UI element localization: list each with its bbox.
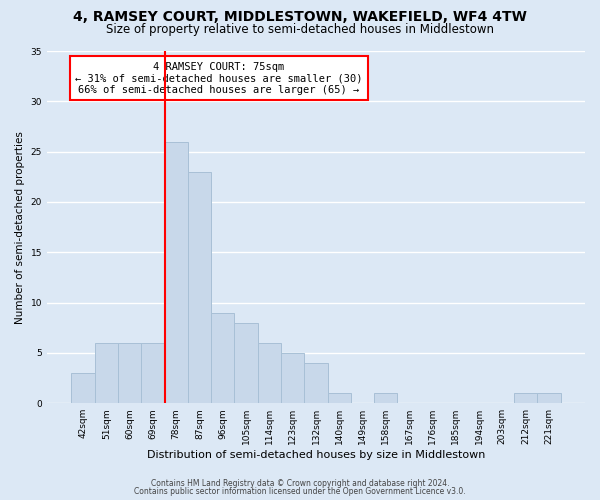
Text: Contains public sector information licensed under the Open Government Licence v3: Contains public sector information licen… (134, 487, 466, 496)
Text: Contains HM Land Registry data © Crown copyright and database right 2024.: Contains HM Land Registry data © Crown c… (151, 478, 449, 488)
Text: 4, RAMSEY COURT, MIDDLESTOWN, WAKEFIELD, WF4 4TW: 4, RAMSEY COURT, MIDDLESTOWN, WAKEFIELD,… (73, 10, 527, 24)
Bar (95, 343, 118, 403)
Bar (514, 393, 537, 403)
Bar (118, 343, 141, 403)
Bar (258, 343, 281, 403)
Text: Size of property relative to semi-detached houses in Middlestown: Size of property relative to semi-detach… (106, 22, 494, 36)
Bar (141, 343, 164, 403)
Bar (71, 373, 95, 403)
X-axis label: Distribution of semi-detached houses by size in Middlestown: Distribution of semi-detached houses by … (147, 450, 485, 460)
Bar (304, 363, 328, 403)
Bar (537, 393, 560, 403)
Bar (281, 353, 304, 403)
Bar (328, 393, 351, 403)
Bar (188, 172, 211, 403)
Text: 4 RAMSEY COURT: 75sqm
← 31% of semi-detached houses are smaller (30)
66% of semi: 4 RAMSEY COURT: 75sqm ← 31% of semi-deta… (76, 62, 363, 95)
Bar (374, 393, 397, 403)
Y-axis label: Number of semi-detached properties: Number of semi-detached properties (15, 130, 25, 324)
Bar (164, 142, 188, 403)
Bar (211, 312, 235, 403)
Bar (235, 322, 258, 403)
